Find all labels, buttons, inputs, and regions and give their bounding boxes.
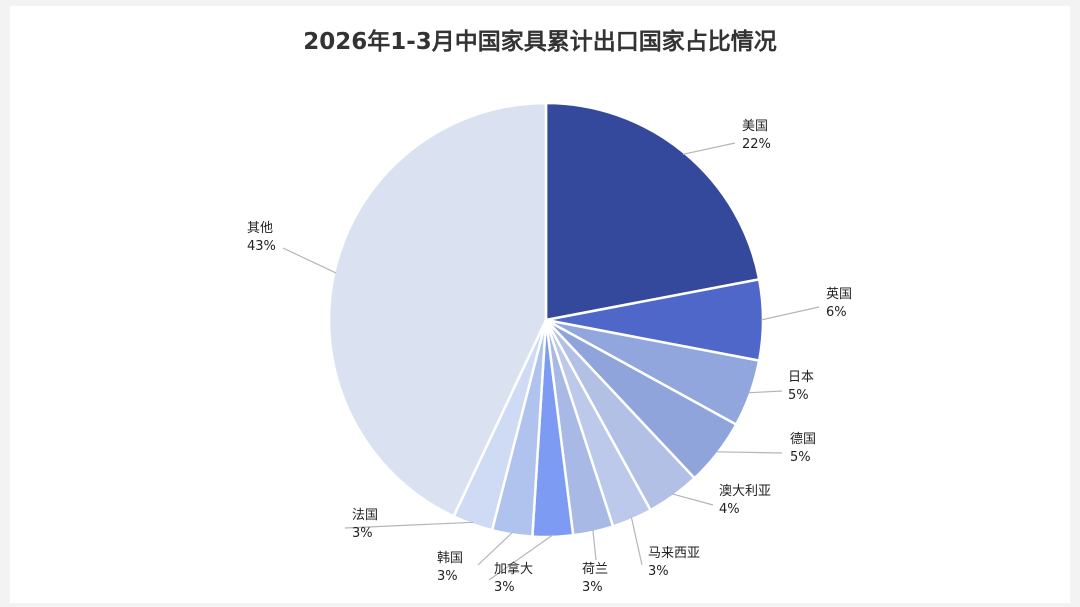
slice-value-uk: 6% xyxy=(826,305,847,320)
leader-lines xyxy=(282,142,820,581)
leader-line-korea xyxy=(477,531,513,566)
slice-label-australia: 澳大利亚 xyxy=(719,483,771,499)
slice-label-other: 其他 xyxy=(247,221,273,236)
slice-value-japan: 5% xyxy=(788,388,809,403)
leader-line-malaysia xyxy=(630,517,643,566)
chart-title: 2026年1-3月中国家具累计出口国家占比情况 xyxy=(303,29,777,55)
leader-line-other xyxy=(282,247,337,274)
slice-value-australia: 4% xyxy=(719,502,740,517)
slice-label-japan: 日本 xyxy=(788,370,814,385)
leader-line-australia xyxy=(672,493,714,506)
leader-line-uk xyxy=(760,306,820,321)
slice-label-malaysia: 马来西亚 xyxy=(648,546,700,561)
slice-labels: 美国 22% 英国 6% 日本 5% 德国 5% 澳大利亚 4% 马来西亚 3% 荷兰 3% 加拿大 3% 韩国… xyxy=(247,119,852,595)
leader-line-us xyxy=(682,142,736,155)
slice-value-germany: 5% xyxy=(790,450,811,465)
slice-label-france: 法国 xyxy=(352,508,378,523)
pie-slices xyxy=(327,101,765,539)
slice-value-malaysia: 3% xyxy=(648,564,669,579)
slice-value-canada: 3% xyxy=(494,580,515,595)
slice-value-other: 43% xyxy=(247,239,276,254)
slice-value-france: 3% xyxy=(352,526,373,541)
slice-value-netherlands: 3% xyxy=(582,580,603,595)
slice-label-canada: 加拿大 xyxy=(494,561,533,577)
leader-line-germany xyxy=(715,451,783,454)
slice-value-korea: 3% xyxy=(437,569,458,584)
leader-line-canada xyxy=(488,534,554,581)
slice-label-uk: 英国 xyxy=(826,287,852,302)
leader-line-japan xyxy=(748,390,783,394)
slice-label-germany: 德国 xyxy=(790,432,816,447)
pie-slice-us xyxy=(544,101,761,322)
slice-label-netherlands: 荷兰 xyxy=(582,562,608,577)
leader-line-france xyxy=(344,521,474,529)
leader-line-netherlands xyxy=(592,529,597,561)
slice-label-korea: 韩国 xyxy=(437,551,463,566)
slice-label-us: 美国 xyxy=(742,119,768,134)
slice-value-us: 22% xyxy=(742,137,771,152)
